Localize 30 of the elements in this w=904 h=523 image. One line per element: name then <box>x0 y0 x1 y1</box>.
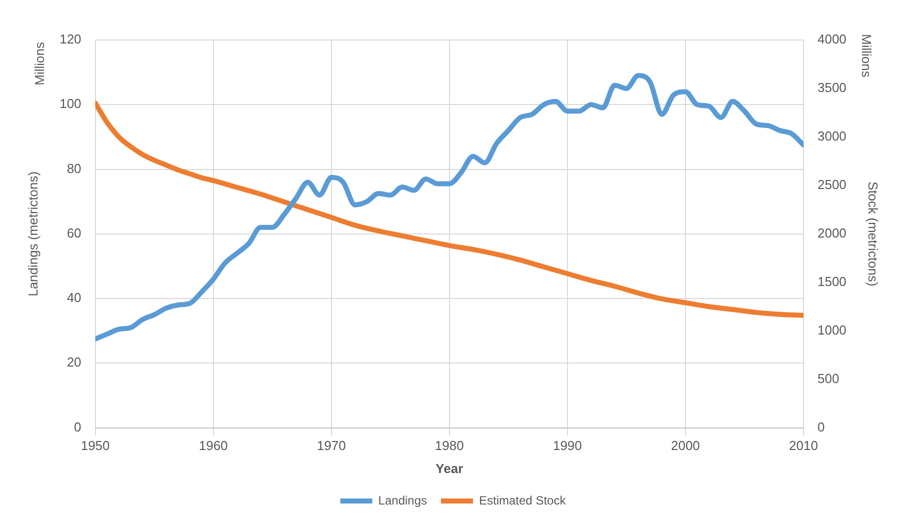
y2-tick-label: 2500 <box>817 177 846 192</box>
y2-tick-label: 1500 <box>817 274 846 289</box>
y-tick-label: 0 <box>74 419 82 434</box>
x-tick-label: 1980 <box>434 438 464 454</box>
text: Millions <box>858 34 874 78</box>
y2-tick-label: 500 <box>817 370 840 386</box>
y2-tick-label: 3500 <box>817 80 846 96</box>
y-tick-label: 80 <box>66 160 82 176</box>
x-tick-label: 1950 <box>80 438 110 454</box>
y2-tick-label: 0 <box>817 419 825 434</box>
text: Millions <box>32 42 47 86</box>
y-tick-label: 120 <box>60 32 82 47</box>
x-axis-title: Year <box>436 460 464 476</box>
legend-label: Estimated Stock <box>479 493 567 508</box>
y-axis-title: Landings (metrictons) <box>25 171 40 296</box>
y2-tick-label: 2000 <box>817 225 846 240</box>
x-tick-label: 2000 <box>670 438 700 454</box>
y-tick-label: 60 <box>66 225 82 240</box>
y2-axis-title: Stock (metrictons) <box>866 182 881 286</box>
y-tick-label: 20 <box>66 354 82 370</box>
y-tick-label: 40 <box>66 290 82 306</box>
x-tick-label: 2010 <box>789 438 818 454</box>
y-tick-label: 100 <box>60 96 82 112</box>
y2-tick-label: 1000 <box>817 322 846 338</box>
y2-tick-label: 4000 <box>817 32 846 47</box>
x-tick-label: 1960 <box>198 438 228 454</box>
x-tick-label: 1970 <box>316 438 346 454</box>
legend-label: Landings <box>378 493 428 508</box>
y2-tick-label: 3000 <box>817 128 846 144</box>
x-tick-label: 1990 <box>552 438 582 454</box>
